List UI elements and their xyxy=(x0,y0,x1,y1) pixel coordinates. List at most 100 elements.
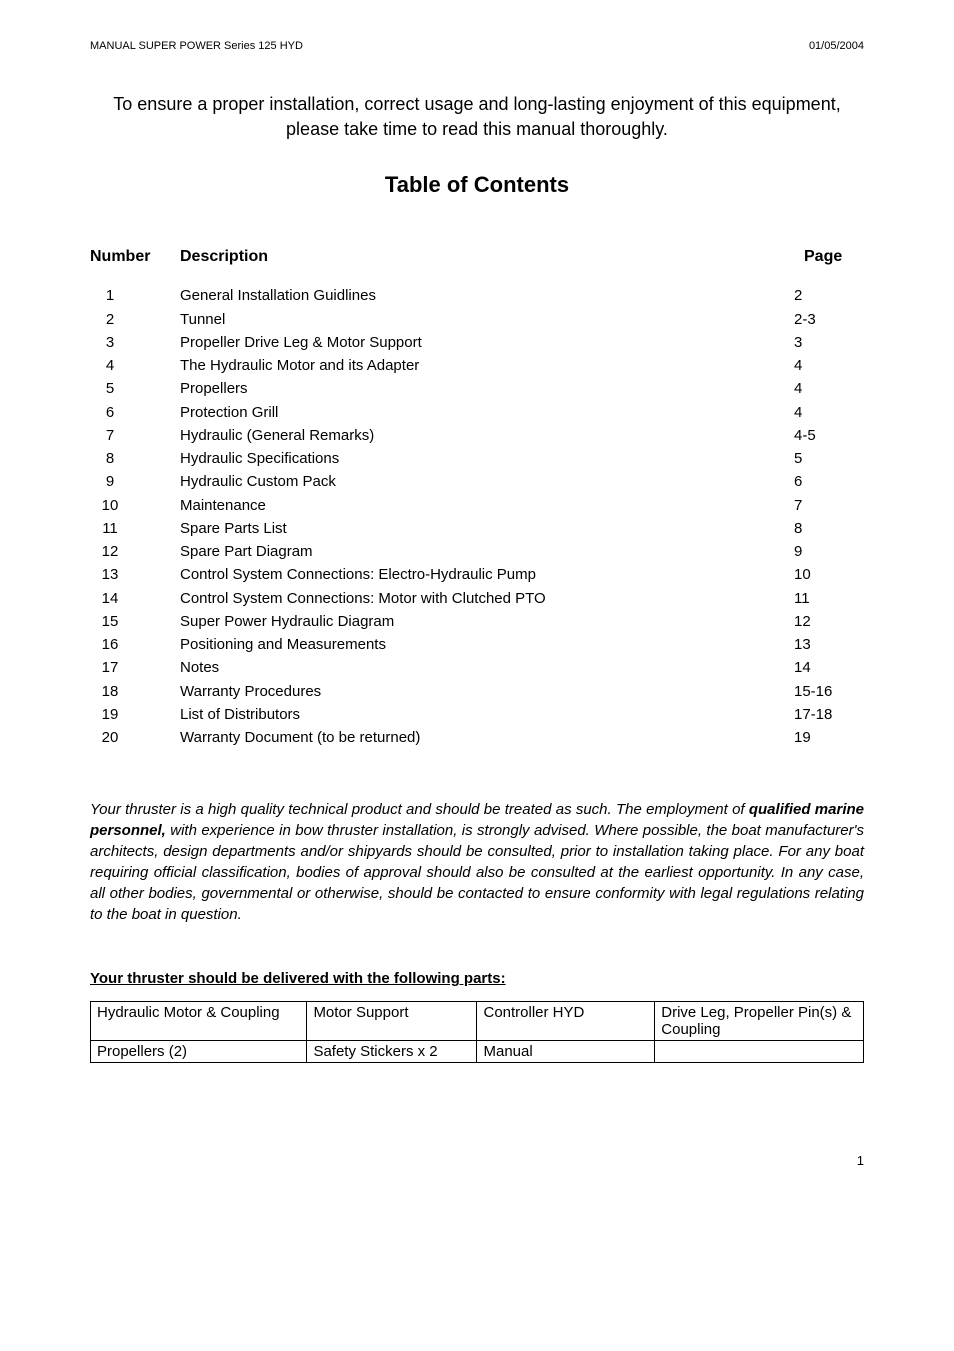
toc-row: 8Hydraulic Specifications5 xyxy=(90,447,864,470)
document-header: MANUAL SUPER POWER Series 125 HYD 01/05/… xyxy=(90,40,864,52)
toc-row: 9Hydraulic Custom Pack6 xyxy=(90,470,864,493)
toc-row-page: 4 xyxy=(794,401,864,424)
toc-row-page: 2-3 xyxy=(794,308,864,331)
table-row: Hydraulic Motor & CouplingMotor SupportC… xyxy=(91,1002,864,1041)
toc-row-number: 1 xyxy=(90,284,140,307)
toc-row: 13Control System Connections: Electro-Hy… xyxy=(90,563,864,586)
toc-header-number: Number xyxy=(90,248,180,266)
body-paragraph: Your thruster is a high quality technica… xyxy=(90,799,864,925)
toc-row-number: 13 xyxy=(90,563,140,586)
toc-row: 17Notes14 xyxy=(90,656,864,679)
toc-row-description: Hydraulic Custom Pack xyxy=(140,470,794,493)
toc-row-page: 4 xyxy=(794,354,864,377)
toc-row-page: 4 xyxy=(794,377,864,400)
toc-row-description: Warranty Procedures xyxy=(140,680,794,703)
toc-header-row: Number Description Page xyxy=(90,248,864,266)
toc-row-description: Control System Connections: Electro-Hydr… xyxy=(140,563,794,586)
toc-row-number: 16 xyxy=(90,633,140,656)
toc-row-description: Propeller Drive Leg & Motor Support xyxy=(140,331,794,354)
toc-row: 4The Hydraulic Motor and its Adapter4 xyxy=(90,354,864,377)
toc-row-description: Super Power Hydraulic Diagram xyxy=(140,610,794,633)
toc-row-number: 17 xyxy=(90,656,140,679)
toc-row-number: 15 xyxy=(90,610,140,633)
toc-row-description: Positioning and Measurements xyxy=(140,633,794,656)
toc-row-description: Hydraulic Specifications xyxy=(140,447,794,470)
toc-row: 16Positioning and Measurements13 xyxy=(90,633,864,656)
table-cell: Propellers (2) xyxy=(91,1041,307,1063)
toc-row: 7Hydraulic (General Remarks)4-5 xyxy=(90,424,864,447)
toc-row-description: Spare Part Diagram xyxy=(140,540,794,563)
toc-row-description: General Installation Guidlines xyxy=(140,284,794,307)
table-cell: Hydraulic Motor & Coupling xyxy=(91,1002,307,1041)
toc-row-number: 7 xyxy=(90,424,140,447)
page-number: 1 xyxy=(90,1153,864,1168)
header-right: 01/05/2004 xyxy=(809,40,864,52)
parts-heading: Your thruster should be delivered with t… xyxy=(90,970,864,987)
toc-row: 18Warranty Procedures15-16 xyxy=(90,680,864,703)
toc-row: 15Super Power Hydraulic Diagram12 xyxy=(90,610,864,633)
toc-row-description: Maintenance xyxy=(140,494,794,517)
toc-row-page: 2 xyxy=(794,284,864,307)
header-left: MANUAL SUPER POWER Series 125 HYD xyxy=(90,40,303,52)
toc-row-number: 11 xyxy=(90,517,140,540)
toc-row-page: 5 xyxy=(794,447,864,470)
toc-row-description: Control System Connections: Motor with C… xyxy=(140,587,794,610)
table-cell xyxy=(655,1041,864,1063)
toc-row-page: 8 xyxy=(794,517,864,540)
toc-row: 14Control System Connections: Motor with… xyxy=(90,587,864,610)
toc-row-number: 6 xyxy=(90,401,140,424)
table-cell: Controller HYD xyxy=(477,1002,655,1041)
paragraph-part1: Your thruster is a high quality technica… xyxy=(90,801,749,818)
toc-header-page: Page xyxy=(804,248,864,266)
toc-row-number: 20 xyxy=(90,726,140,749)
toc-row-number: 12 xyxy=(90,540,140,563)
toc-title: Table of Contents xyxy=(90,172,864,198)
toc-header-description: Description xyxy=(180,248,804,266)
toc-row: 6Protection Grill4 xyxy=(90,401,864,424)
intro-text: To ensure a proper installation, correct… xyxy=(90,92,864,142)
toc-row: 10Maintenance7 xyxy=(90,494,864,517)
toc-row: 12Spare Part Diagram9 xyxy=(90,540,864,563)
toc-row: 19List of Distributors17-18 xyxy=(90,703,864,726)
toc-row-page: 14 xyxy=(794,656,864,679)
toc-row-page: 13 xyxy=(794,633,864,656)
toc-body: 1General Installation Guidlines22Tunnel2… xyxy=(90,284,864,749)
toc-row-number: 4 xyxy=(90,354,140,377)
toc-row-number: 10 xyxy=(90,494,140,517)
parts-table: Hydraulic Motor & CouplingMotor SupportC… xyxy=(90,1001,864,1063)
toc-row-page: 7 xyxy=(794,494,864,517)
toc-row-description: List of Distributors xyxy=(140,703,794,726)
toc-row-description: Propellers xyxy=(140,377,794,400)
toc-row-number: 9 xyxy=(90,470,140,493)
toc-row-number: 14 xyxy=(90,587,140,610)
toc-row-description: Hydraulic (General Remarks) xyxy=(140,424,794,447)
toc-row-description: The Hydraulic Motor and its Adapter xyxy=(140,354,794,377)
table-cell: Safety Stickers x 2 xyxy=(307,1041,477,1063)
toc-row: 1General Installation Guidlines2 xyxy=(90,284,864,307)
toc-row-page: 19 xyxy=(794,726,864,749)
toc-row-description: Protection Grill xyxy=(140,401,794,424)
toc-row: 2Tunnel2-3 xyxy=(90,308,864,331)
table-cell: Drive Leg, Propeller Pin(s) & Coupling xyxy=(655,1002,864,1041)
toc-row: 3Propeller Drive Leg & Motor Support3 xyxy=(90,331,864,354)
toc-row-number: 8 xyxy=(90,447,140,470)
table-cell: Motor Support xyxy=(307,1002,477,1041)
toc-row-number: 19 xyxy=(90,703,140,726)
toc-row-page: 4-5 xyxy=(794,424,864,447)
toc-row-description: Warranty Document (to be returned) xyxy=(140,726,794,749)
toc-row-number: 2 xyxy=(90,308,140,331)
toc-row: 20Warranty Document (to be returned)19 xyxy=(90,726,864,749)
toc-row-page: 6 xyxy=(794,470,864,493)
toc-row-description: Notes xyxy=(140,656,794,679)
paragraph-part2: with experience in bow thruster installa… xyxy=(90,822,864,923)
toc-row-page: 9 xyxy=(794,540,864,563)
toc-row-number: 5 xyxy=(90,377,140,400)
toc-row-page: 17-18 xyxy=(794,703,864,726)
toc-row-page: 11 xyxy=(794,587,864,610)
toc-row-page: 15-16 xyxy=(794,680,864,703)
table-cell: Manual xyxy=(477,1041,655,1063)
toc-row-description: Spare Parts List xyxy=(140,517,794,540)
toc-row-number: 3 xyxy=(90,331,140,354)
toc-row-page: 12 xyxy=(794,610,864,633)
table-row: Propellers (2)Safety Stickers x 2Manual xyxy=(91,1041,864,1063)
